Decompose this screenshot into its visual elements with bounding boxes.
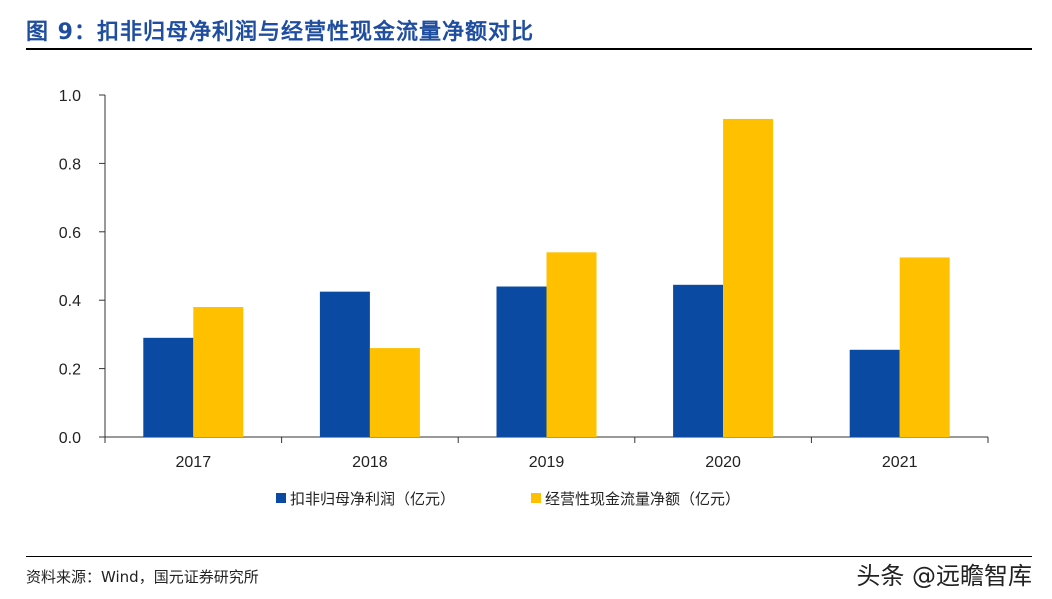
y-tick-label: 0.8	[59, 156, 81, 173]
y-tick-label: 1.0	[59, 88, 81, 105]
x-tick-label: 2017	[176, 454, 212, 471]
x-tick-label: 2021	[882, 454, 918, 471]
footer-divider	[26, 556, 1032, 557]
watermark: 头条 @远瞻智库	[856, 562, 1032, 590]
y-tick-label: 0.0	[59, 430, 81, 447]
bar-operating-cash-flow	[899, 257, 950, 437]
y-tick-label: 0.6	[59, 225, 81, 242]
bar-net-profit	[319, 291, 370, 437]
y-tick-label: 0.4	[59, 293, 81, 310]
x-tick-label: 2020	[705, 454, 741, 471]
y-tick-label: 0.2	[59, 362, 81, 379]
legend: 扣非归母净利润（亿元） 经营性现金流量净额（亿元）	[276, 490, 740, 508]
bar-net-profit	[496, 286, 547, 437]
source-note: 资料来源：Wind，国元证券研究所	[26, 568, 259, 586]
legend-swatch	[276, 493, 286, 503]
chart-title: 图 9：扣非归母净利润与经营性现金流量净额对比	[26, 20, 534, 45]
bar-operating-cash-flow	[546, 252, 597, 437]
x-tick-label: 2019	[529, 454, 565, 471]
x-axis: 2017 2018 2019 2020 2021	[104, 436, 989, 471]
bar-operating-cash-flow	[369, 348, 420, 437]
bar-chart: 0.00.20.40.60.81.0 2017 2018 2019 2020 2021 …	[59, 88, 989, 508]
legend-label: 经营性现金流量净额（亿元）	[545, 490, 740, 508]
legend-swatch	[531, 493, 541, 503]
bar-operating-cash-flow	[193, 307, 244, 437]
legend-label: 扣非归母净利润（亿元）	[290, 490, 455, 508]
bar-operating-cash-flow	[723, 118, 774, 437]
bar-net-profit	[673, 284, 724, 437]
title-divider	[26, 48, 1032, 50]
bar-net-profit	[143, 337, 194, 437]
y-axis: 0.0 0.2 0.4 0.6 0.8 1.0	[59, 88, 106, 447]
bar-net-profit	[849, 349, 900, 437]
x-tick-label: 2018	[352, 454, 388, 471]
bar-group	[143, 118, 950, 437]
